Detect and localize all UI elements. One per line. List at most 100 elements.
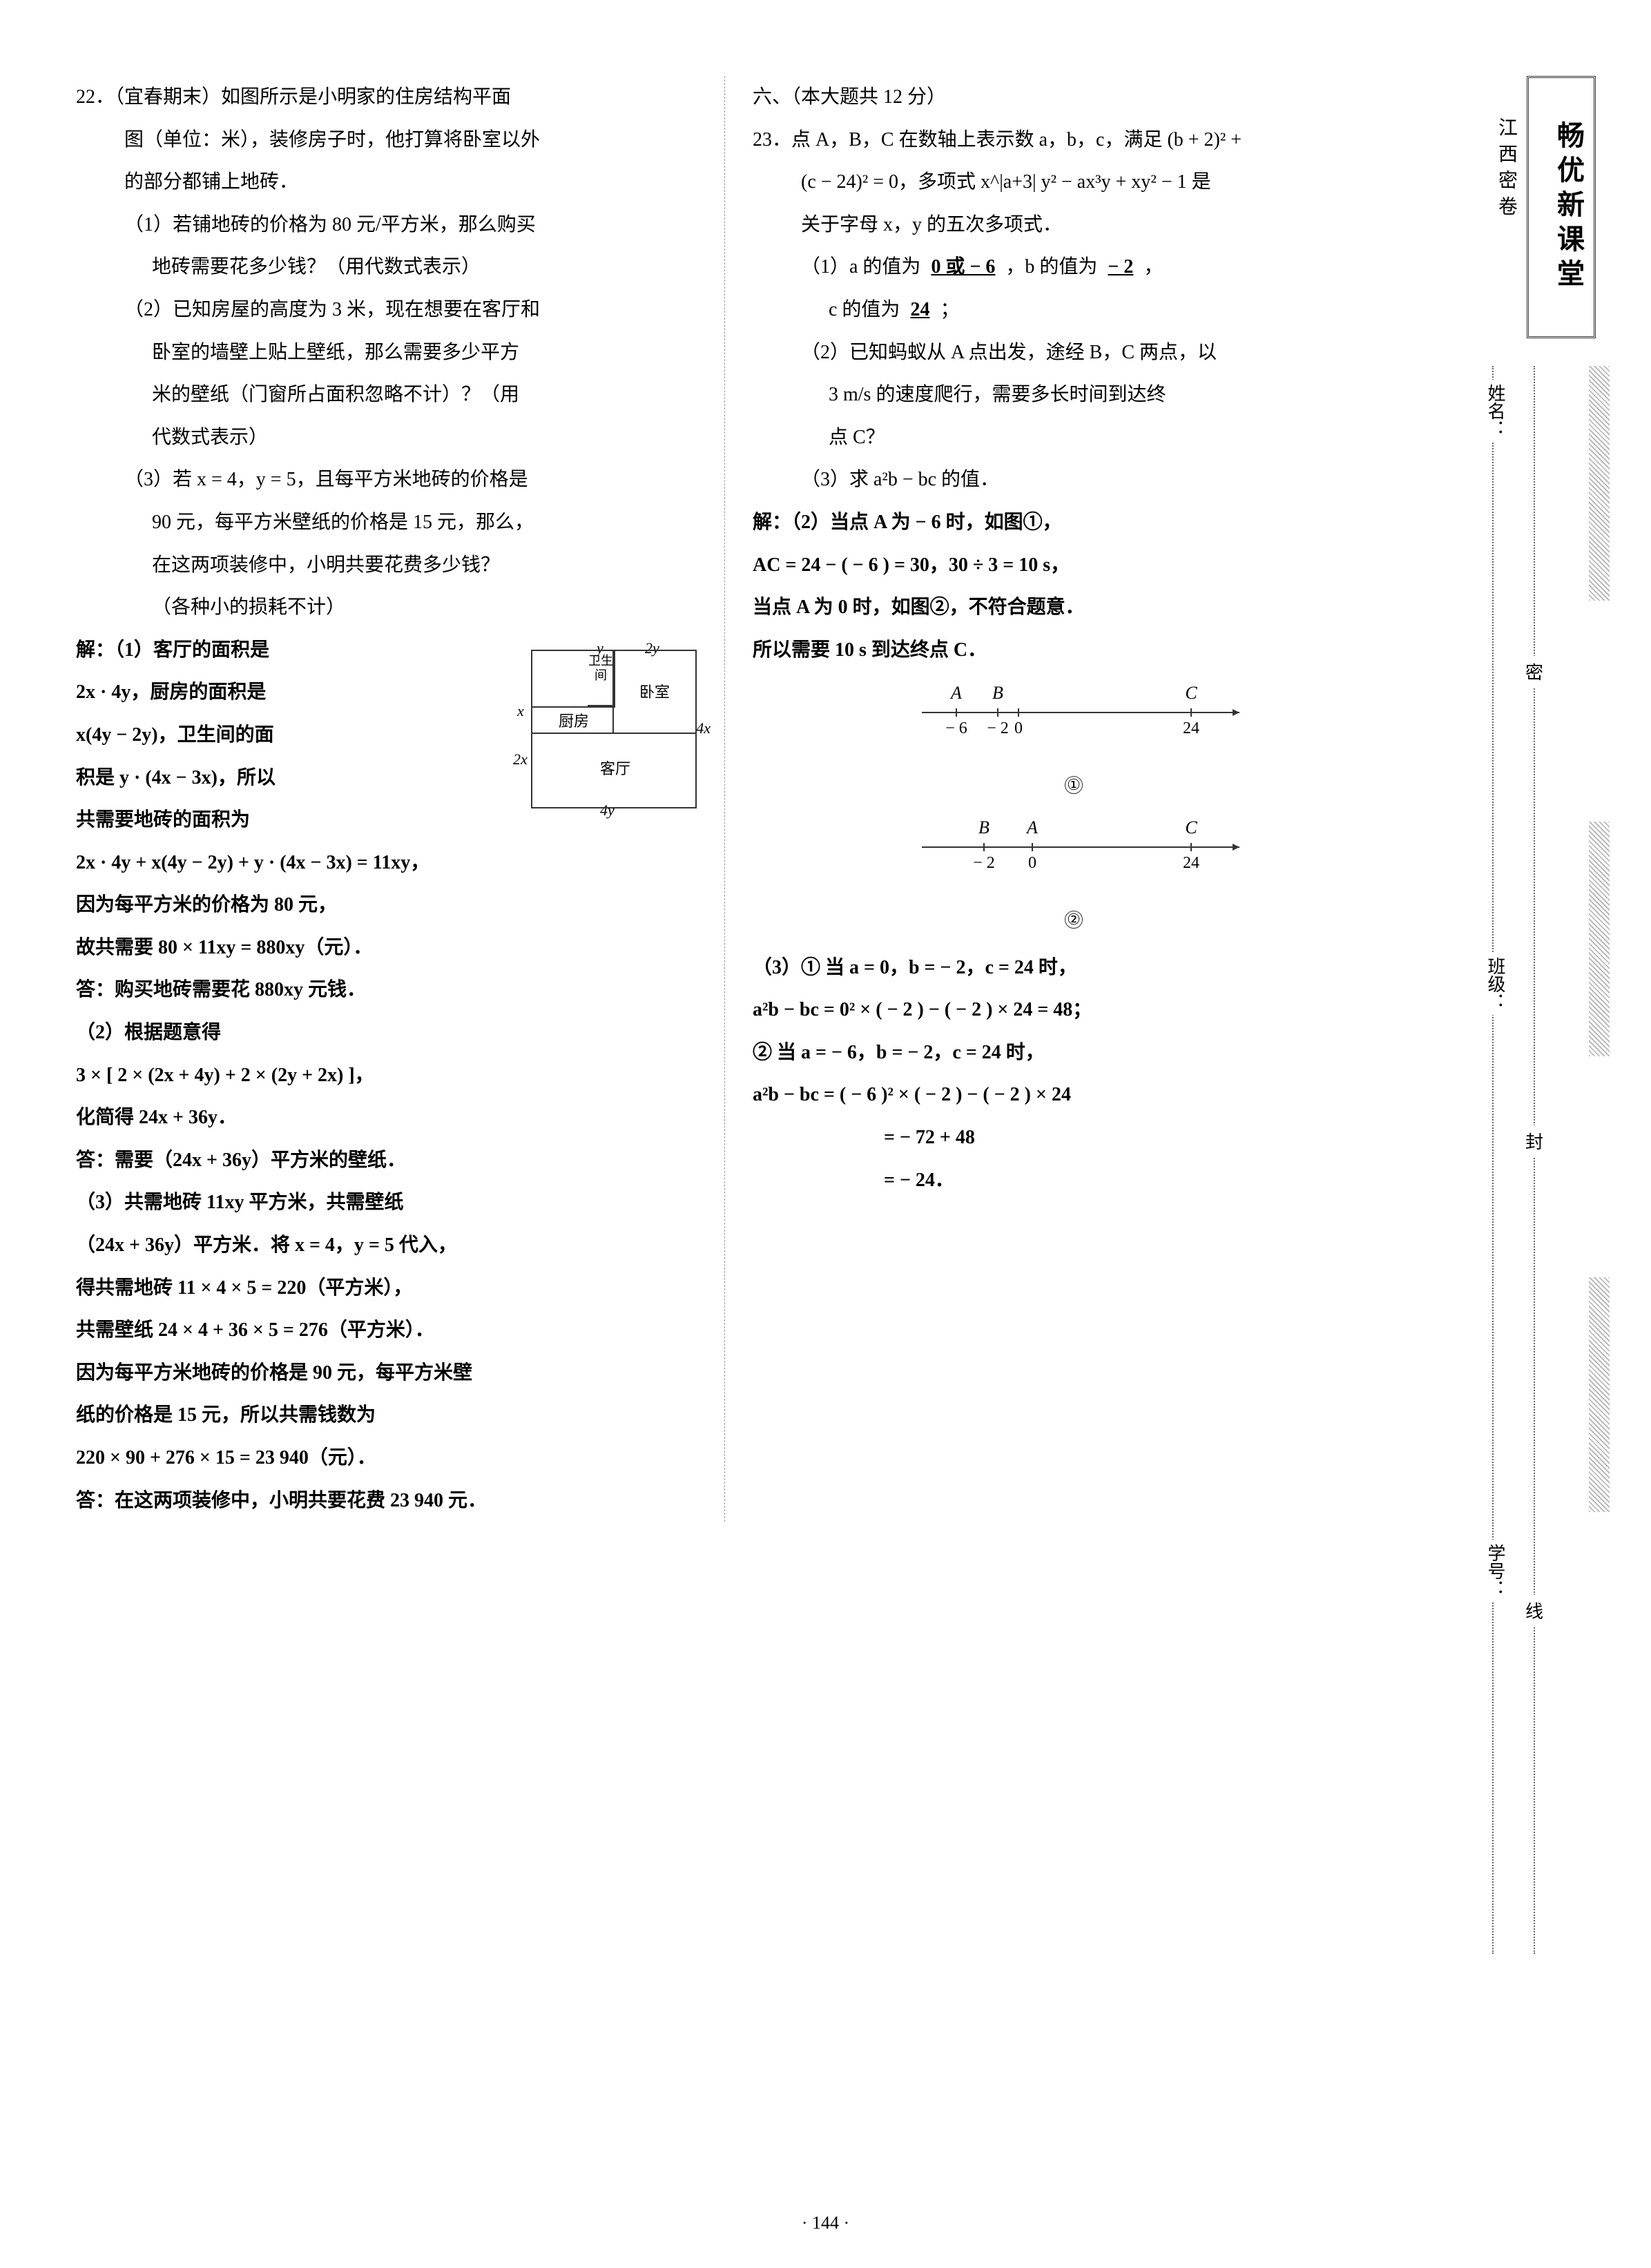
q22-sol3c: 得共需地砖 11 × 4 × 5 = 220（平方米），: [76, 1267, 711, 1310]
q23-p1c: ，: [1143, 256, 1163, 278]
q22-p2d: 代数式表示）: [76, 416, 711, 459]
q23-p1-line2: c 的值为 24 ；: [753, 289, 1395, 331]
q22-p2a: （2）已知房屋的高度为 3 米，现在想要在客厅和: [76, 289, 711, 331]
q23-sol3e: = − 72 + 48: [753, 1116, 1395, 1159]
q22-sol2b: 3 × [ 2 × (2x + 4y) + 2 × (2y + 2x) ]，: [76, 1054, 711, 1097]
nl1-vC: 24: [1183, 719, 1199, 737]
q22-sol2d: 答：需要（24x + 36y）平方米的壁纸．: [76, 1139, 711, 1182]
hatch-3: [1589, 1277, 1610, 1512]
nl2-vC: 24: [1183, 854, 1199, 872]
q22-sol1i: 答：购买地砖需要花 880xy 元钱．: [76, 969, 711, 1011]
nl1-vA: − 6: [945, 719, 967, 737]
nl1-tag-text: ①: [1065, 776, 1083, 794]
q22-p1a: （1）若铺地砖的价格为 80 元/平方米，那么购买: [76, 204, 711, 246]
content-area: 22．（宜春期末）如图所示是小明家的住房结构平面 图（单位：米），装修房子时，他…: [76, 76, 1402, 1522]
q23-sol3b: a²b − bc = 0² × ( − 2 ) − ( − 2 ) × 24 =…: [753, 989, 1395, 1031]
right-column: 六、（本大题共 12 分） 23．点 A，B，C 在数轴上表示数 a，b，c，满…: [746, 76, 1395, 1522]
seal-xian: 线: [1525, 1595, 1543, 1626]
q23-number: 23．: [753, 129, 791, 151]
q23-blank-a: 0 或 − 6: [925, 256, 1001, 278]
q23-stem-1: 点 A，B，C 在数轴上表示数 a，b，c，满足 (b + 2)² +: [791, 129, 1242, 151]
nl1-v0: 0: [1014, 719, 1023, 737]
q22-sol3h: 答：在这两项装修中，小明共要花费 23 940 元．: [76, 1480, 711, 1522]
q23-sol2d: 所以需要 10 s 到达终点 C．: [753, 629, 1395, 672]
q22-stem-1: 如图所示是小明家的住房结构平面: [221, 86, 511, 108]
q22-sol2c: 化简得 24x + 36y．: [76, 1096, 711, 1139]
number-line-1: A B C − 6 − 2 0 24 ①: [753, 678, 1395, 805]
q23-sol2a-text: 解：（2）当点 A 为 − 6 时，如图①，: [753, 512, 1062, 533]
q23-sol2b: AC = 24 − ( − 6 ) = 30，30 ÷ 3 = 10 s，: [753, 544, 1395, 587]
q23-p1: （1）a 的值为 0 或 − 6 ，b 的值为 − 2 ，: [753, 246, 1395, 289]
numline2-svg: B A C − 2 0 24: [894, 813, 1253, 882]
nl2-A: A: [1025, 817, 1038, 837]
nl1-B: B: [992, 683, 1003, 703]
q23-sol3c: ② 当 a = − 6，b = − 2，c = 24 时，: [753, 1031, 1395, 1074]
q22-stem-2: 图（单位：米），装修房子时，他打算将卧室以外: [76, 119, 711, 162]
left-column: 22．（宜春期末）如图所示是小明家的住房结构平面 图（单位：米），装修房子时，他…: [76, 76, 725, 1522]
q22-sol3d: 共需壁纸 24 × 4 + 36 × 5 = 276（平方米）．: [76, 1309, 711, 1352]
q23-blank-c: 24: [905, 299, 935, 320]
q23-sol3d: a²b − bc = ( − 6 )² × ( − 2 ) − ( − 2 ) …: [753, 1074, 1395, 1116]
q22-source: （宜春期末）: [115, 86, 221, 108]
side-panel: 江西密卷 畅优新课堂 姓名： 班级： 学号： 密 封 线: [1471, 76, 1610, 2009]
nl2-tag-text: ②: [1065, 911, 1083, 929]
q22-sol3e: 因为每平方米地砖的价格是 90 元，每平方米壁: [76, 1352, 711, 1395]
hatch-1: [1589, 366, 1610, 601]
q22-sol1h: 故共需要 80 × 11xy = 880xy（元）．: [76, 927, 711, 969]
q22-stem-3: 的部分都铺上地砖．: [76, 161, 711, 204]
q23-line1: 23．点 A，B，C 在数轴上表示数 a，b，c，满足 (b + 2)² +: [753, 119, 1395, 162]
q22-p3a: （3）若 x = 4，y = 5，且每平方米地砖的价格是: [76, 458, 711, 501]
q22-p3d: （各种小的损耗不计）: [76, 586, 711, 629]
room-blank: [532, 651, 588, 706]
seal-mi: 密: [1525, 656, 1543, 687]
nl2-tag: ②: [753, 897, 1395, 940]
room-kitchen: 厨房: [532, 706, 615, 734]
q22-p2b: 卧室的墙壁上贴上壁纸，那么需要多少平方: [76, 331, 711, 374]
section-6-header: 六、（本大题共 12 分）: [753, 76, 1395, 119]
q23-sol3f: = − 24．: [753, 1159, 1395, 1202]
nl2-C: C: [1185, 817, 1197, 837]
number-line-2: B A C − 2 0 24 ②: [753, 813, 1395, 940]
nl1-A: A: [949, 683, 962, 703]
q23-p2c: 点 C？: [753, 416, 1395, 459]
room-bedroom: 卧室: [612, 651, 695, 734]
q22-number: 22．: [76, 86, 115, 108]
id-label: 学号：: [1483, 1540, 1508, 1602]
hatch-2: [1589, 822, 1610, 1056]
class-label: 班级：: [1483, 953, 1508, 1015]
q23-p1e: ；: [940, 299, 959, 320]
seal-line-area: 姓名： 班级： 学号： 密 封 线: [1485, 366, 1582, 1954]
q23-p1d: c 的值为: [829, 299, 900, 320]
lbl-2x: 2x: [513, 743, 528, 776]
q23-blank-b: − 2: [1102, 256, 1139, 278]
nl1-C: C: [1185, 683, 1197, 703]
q22-sol3a: （3）共需地砖 11xy 平方米，共需壁纸: [76, 1181, 711, 1224]
q23-sol2a: 解：（2）当点 A 为 − 6 时，如图①，: [753, 501, 1395, 544]
q23-stem-3: 关于字母 x，y 的五次多项式．: [753, 204, 1395, 246]
q23-sol2c: 当点 A 为 0 时，如图②，不符合题意．: [753, 586, 1395, 629]
lbl-x: x: [517, 695, 524, 728]
q22-p3c: 在这两项装修中，小明共要花费多少钱？: [76, 544, 711, 587]
q22-sol1g: 因为每平方米的价格为 80 元，: [76, 884, 711, 927]
room-bathroom: 卫生间: [588, 651, 615, 706]
seal-feng: 封: [1525, 1125, 1543, 1156]
nl1-tag: ①: [753, 763, 1395, 806]
side-title: 畅优新课堂: [1527, 76, 1596, 338]
dotted-line-1: [1534, 366, 1535, 1954]
q23-p1a: （1）a 的值为: [801, 256, 920, 278]
q22-sol1f: 2x · 4y + x(4y − 2y) + y · (4x − 3x) = 1…: [76, 842, 711, 884]
nl2-B: B: [978, 817, 989, 837]
lbl-4x: 4x: [696, 712, 711, 745]
q23-sol3a: （3）① 当 a = 0，b = − 2，c = 24 时，: [753, 947, 1395, 989]
floor-plan-diagram: y 2y x 2x 4x 4y 卫生间 卧室 厨房 客厅: [510, 629, 711, 829]
q22-sol3b: （24x + 36y）平方米．将 x = 4，y = 5 代入，: [76, 1224, 711, 1267]
q23-stem-2: (c − 24)² = 0，多项式 x^|a+3| y² − ax³y + xy…: [753, 161, 1395, 204]
page-number: · 144 ·: [802, 2213, 849, 2233]
floor-plan-box: 卫生间 卧室 厨房 客厅: [531, 650, 697, 808]
q23-p1b: ，b 的值为: [1005, 256, 1097, 278]
q22-p1b: 地砖需要花多少钱？（用代数式表示）: [76, 246, 711, 289]
name-label: 姓名：: [1483, 380, 1508, 442]
q22-sol3f: 纸的价格是 15 元，所以共需钱数为: [76, 1394, 711, 1437]
nl2-vA: 0: [1028, 854, 1036, 872]
nl2-vB: − 2: [973, 854, 995, 872]
